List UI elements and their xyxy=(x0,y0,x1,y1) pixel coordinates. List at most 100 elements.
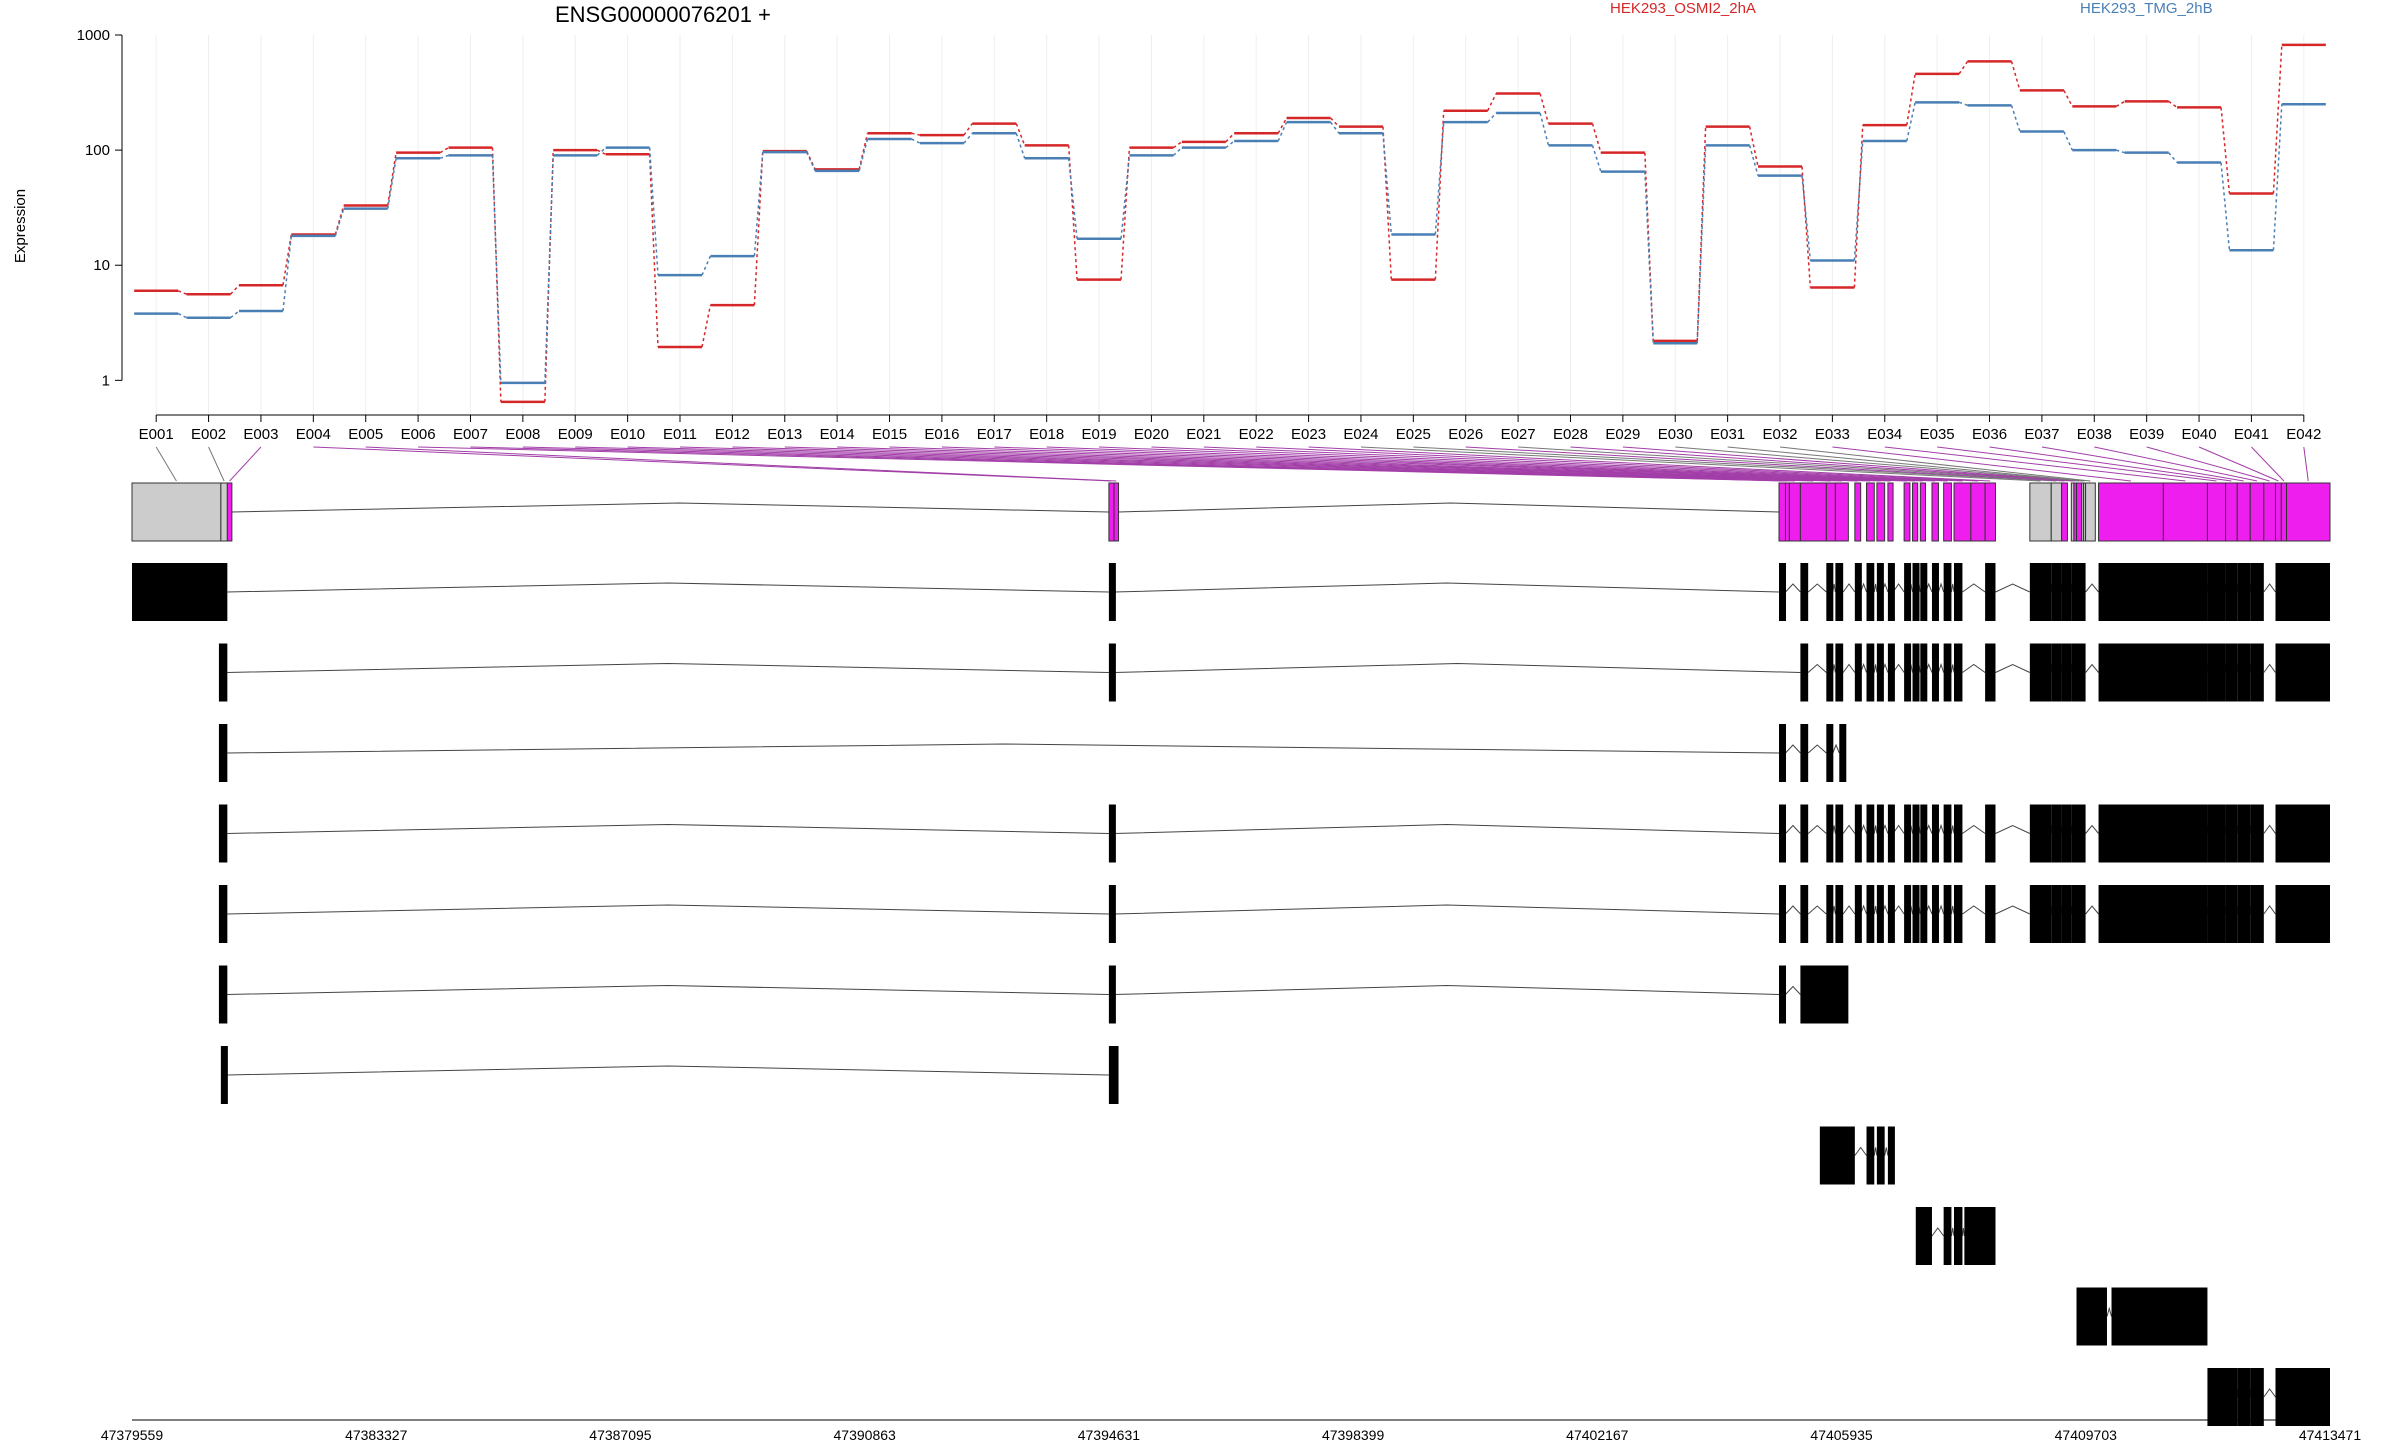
intron-line xyxy=(1785,744,1801,754)
x-tick-label: E005 xyxy=(348,426,383,443)
x-tick-label: E028 xyxy=(1553,426,1588,443)
expression-connector xyxy=(1015,123,1026,146)
expression-connector xyxy=(1591,145,1602,172)
legend-series-1: HEK293_OSMI2_2hA xyxy=(1610,0,1756,17)
exon-link xyxy=(1099,446,1936,482)
transcript-exon xyxy=(1108,885,1116,943)
intron-line xyxy=(1807,744,1827,754)
expression-connector xyxy=(753,151,764,306)
exon-bin xyxy=(1778,482,1786,542)
transcript-exon xyxy=(2275,885,2330,943)
exon-bin xyxy=(1912,482,1919,542)
exon-link xyxy=(2146,446,2270,482)
transcript-exon xyxy=(2275,643,2330,702)
transcript-exon xyxy=(1839,724,1847,782)
transcript-exon xyxy=(1964,1207,1996,1265)
x-tick-label: E010 xyxy=(610,426,645,443)
exon-bin xyxy=(1834,482,1849,542)
transcript-exon xyxy=(1866,885,1875,943)
transcript-exon xyxy=(1108,563,1116,621)
intron-line xyxy=(1873,825,1878,834)
transcript-exon xyxy=(1904,643,1912,702)
transcript-exon xyxy=(2061,804,2072,863)
x-tick-label: E011 xyxy=(663,426,697,443)
transcript-exon xyxy=(1835,643,1844,702)
y-axis-label: Expression xyxy=(12,189,29,263)
transcript-exon xyxy=(218,804,228,863)
transcript-exon xyxy=(2237,885,2251,943)
intron-line xyxy=(227,582,1109,593)
exon-link xyxy=(1570,446,2076,482)
transcript-exon xyxy=(1826,563,1834,621)
transcript-exon xyxy=(2029,885,2052,943)
x-tick-label: E030 xyxy=(1658,426,1693,443)
transcript-7 xyxy=(220,1046,1119,1104)
x-tick-label: E033 xyxy=(1815,426,1850,443)
expression-connector xyxy=(2168,152,2178,164)
transcript-exon xyxy=(1912,643,1920,702)
transcript-exon xyxy=(218,885,228,943)
intron-line xyxy=(1113,662,1801,673)
x-tick-label: E016 xyxy=(924,426,959,443)
intron-line xyxy=(1807,583,1827,593)
intron-line xyxy=(1113,582,1780,593)
transcript-exon xyxy=(1904,885,1912,943)
transcript-exon xyxy=(1876,804,1884,863)
transcript-exon xyxy=(2061,563,2072,621)
intron-line xyxy=(227,823,1109,834)
x-tick-label: E001 xyxy=(139,426,174,443)
coordinate-label: 47394631 xyxy=(1078,1427,1141,1443)
exon-bin xyxy=(2162,482,2208,542)
transcript-exon xyxy=(1800,724,1809,782)
intron-line xyxy=(231,502,1109,513)
x-tick-label: E037 xyxy=(2024,426,2059,443)
gene-model xyxy=(131,446,2331,1426)
transcript-exon xyxy=(2051,804,2062,863)
expression-connector xyxy=(1382,133,1393,235)
exon-link xyxy=(941,446,1908,482)
expression-connector xyxy=(2010,105,2021,132)
exon-link xyxy=(229,446,262,482)
exon-bin xyxy=(2225,482,2238,542)
exon-bin xyxy=(220,482,228,542)
expression-connector xyxy=(963,123,973,136)
transcript-exon xyxy=(1800,965,1849,1024)
expression-connector xyxy=(911,132,921,136)
transcript-exon xyxy=(2029,804,2052,863)
expression-connector xyxy=(1958,60,1969,75)
transcript-exon xyxy=(2076,1287,2107,1346)
transcript-exon xyxy=(218,965,228,1024)
transcript-exon xyxy=(1800,804,1809,863)
coordinate-label: 47387095 xyxy=(589,1427,652,1443)
coordinate-label: 47413471 xyxy=(2299,1427,2362,1443)
transcript-exon xyxy=(1800,885,1809,943)
exon-bin xyxy=(1953,482,1972,542)
intron-line xyxy=(2085,905,2099,915)
transcript-3 xyxy=(218,724,1847,782)
transcript-exon xyxy=(1826,804,1834,863)
transcript-exon xyxy=(2225,804,2238,863)
intron-line xyxy=(1873,664,1878,673)
x-tick-label: E014 xyxy=(820,426,855,443)
expression-connector xyxy=(1801,175,1812,261)
expression-connector xyxy=(2063,131,2073,151)
transcript-exon xyxy=(1108,965,1116,1024)
intron-line xyxy=(1807,905,1827,915)
intron-line xyxy=(227,984,1109,995)
expression-connector xyxy=(1801,166,1812,288)
expression-connector xyxy=(334,205,345,235)
transcript-exon xyxy=(1943,563,1952,621)
transcript-exon xyxy=(1876,643,1884,702)
transcript-exon xyxy=(1876,1126,1885,1185)
intron-line xyxy=(1962,583,1986,593)
intron-line xyxy=(2085,824,2099,834)
transcript-exon xyxy=(2071,563,2086,621)
intron-line xyxy=(1842,905,1856,915)
legend-series-2: HEK293_TMG_2hB xyxy=(2080,0,2213,17)
transcript-exon xyxy=(2250,563,2264,621)
expression-connector xyxy=(596,147,607,156)
exon-link xyxy=(313,446,1112,482)
expression-connector xyxy=(701,305,712,348)
exon-bin xyxy=(1825,482,1836,542)
transcript-exon xyxy=(1904,804,1912,863)
